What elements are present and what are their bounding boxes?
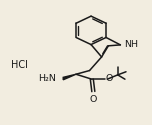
Text: H₂N: H₂N: [38, 74, 56, 83]
Text: NH: NH: [124, 40, 138, 49]
Text: HCl: HCl: [11, 60, 28, 70]
Text: O: O: [90, 95, 97, 104]
Text: O: O: [106, 74, 113, 83]
Polygon shape: [63, 74, 76, 80]
